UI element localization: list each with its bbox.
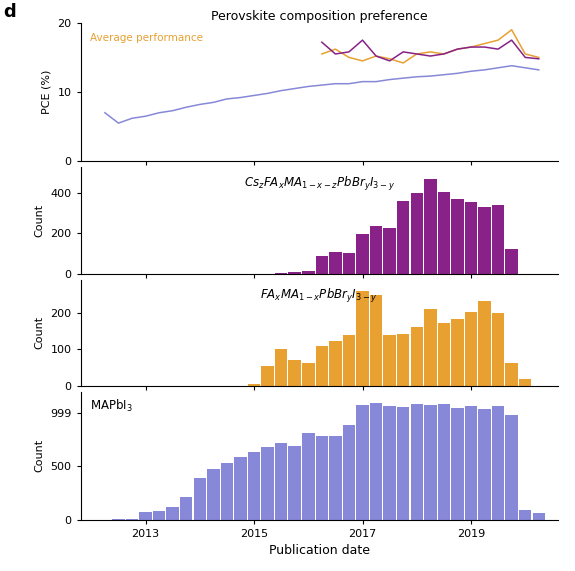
Bar	[397, 201, 409, 274]
Bar	[343, 425, 355, 520]
Bar	[248, 384, 260, 386]
Bar	[166, 507, 179, 520]
Bar	[384, 406, 396, 520]
Bar	[424, 309, 436, 386]
Bar	[505, 415, 518, 520]
Bar	[356, 405, 369, 520]
Bar	[492, 205, 504, 274]
Bar	[505, 249, 518, 274]
Bar	[397, 407, 409, 520]
Bar	[180, 497, 193, 520]
Bar	[478, 409, 491, 520]
Bar	[370, 295, 382, 386]
Bar	[384, 335, 396, 386]
Bar	[465, 312, 477, 386]
Bar	[519, 510, 531, 520]
Bar	[478, 207, 491, 274]
Bar	[438, 323, 450, 386]
Bar	[343, 335, 355, 386]
Bar	[275, 443, 288, 520]
Bar	[356, 291, 369, 386]
Bar	[289, 446, 301, 520]
Bar	[505, 363, 518, 386]
Bar	[316, 436, 328, 520]
Bar	[329, 436, 342, 520]
Bar	[234, 457, 247, 520]
Bar	[275, 272, 288, 274]
Title: Perovskite composition preference: Perovskite composition preference	[211, 10, 427, 23]
Y-axis label: Count: Count	[35, 204, 45, 237]
Bar	[343, 253, 355, 274]
Bar	[329, 341, 342, 386]
X-axis label: Publication date: Publication date	[269, 544, 370, 557]
Bar	[438, 404, 450, 520]
Y-axis label: Count: Count	[35, 316, 45, 349]
Text: Average performance: Average performance	[90, 33, 203, 42]
Bar	[451, 199, 463, 274]
Bar	[411, 193, 423, 274]
Bar	[153, 511, 166, 520]
Bar	[356, 235, 369, 274]
Bar	[411, 327, 423, 386]
Bar	[370, 403, 382, 520]
Bar	[478, 301, 491, 386]
Bar	[451, 408, 463, 520]
Bar	[329, 252, 342, 274]
Text: MAPbI$_3$: MAPbI$_3$	[90, 399, 133, 415]
Bar	[289, 272, 301, 274]
Bar	[302, 363, 315, 386]
Bar	[424, 179, 436, 274]
Bar	[411, 404, 423, 520]
Bar	[465, 202, 477, 274]
Bar	[519, 379, 531, 386]
Bar	[262, 366, 274, 386]
Bar	[370, 226, 382, 274]
Bar	[194, 478, 206, 520]
Bar	[492, 313, 504, 386]
Bar	[465, 406, 477, 520]
Bar	[207, 469, 220, 520]
Text: Cs$_z$FA$_x$MA$_{1-x-z}$PbBr$_y$I$_{3-y}$: Cs$_z$FA$_x$MA$_{1-x-z}$PbBr$_y$I$_{3-y}…	[244, 175, 394, 192]
Bar	[248, 452, 260, 520]
Bar	[451, 319, 463, 386]
Bar	[289, 360, 301, 386]
Bar	[139, 512, 152, 520]
Bar	[384, 228, 396, 274]
Y-axis label: Count: Count	[34, 439, 44, 472]
Y-axis label: PCE (%): PCE (%)	[42, 70, 52, 114]
Bar	[492, 406, 504, 520]
Bar	[126, 518, 138, 520]
Text: d: d	[3, 3, 16, 21]
Bar	[302, 433, 315, 520]
Text: FA$_x$MA$_{1-x}$PbBr$_y$I$_{3-y}$: FA$_x$MA$_{1-x}$PbBr$_y$I$_{3-y}$	[260, 287, 378, 305]
Bar	[438, 192, 450, 274]
Bar	[316, 256, 328, 274]
Bar	[262, 447, 274, 520]
Bar	[424, 405, 436, 520]
Bar	[275, 349, 288, 386]
Bar	[397, 334, 409, 386]
Bar	[221, 463, 233, 520]
Bar	[532, 513, 545, 520]
Bar	[316, 345, 328, 386]
Bar	[302, 271, 315, 274]
